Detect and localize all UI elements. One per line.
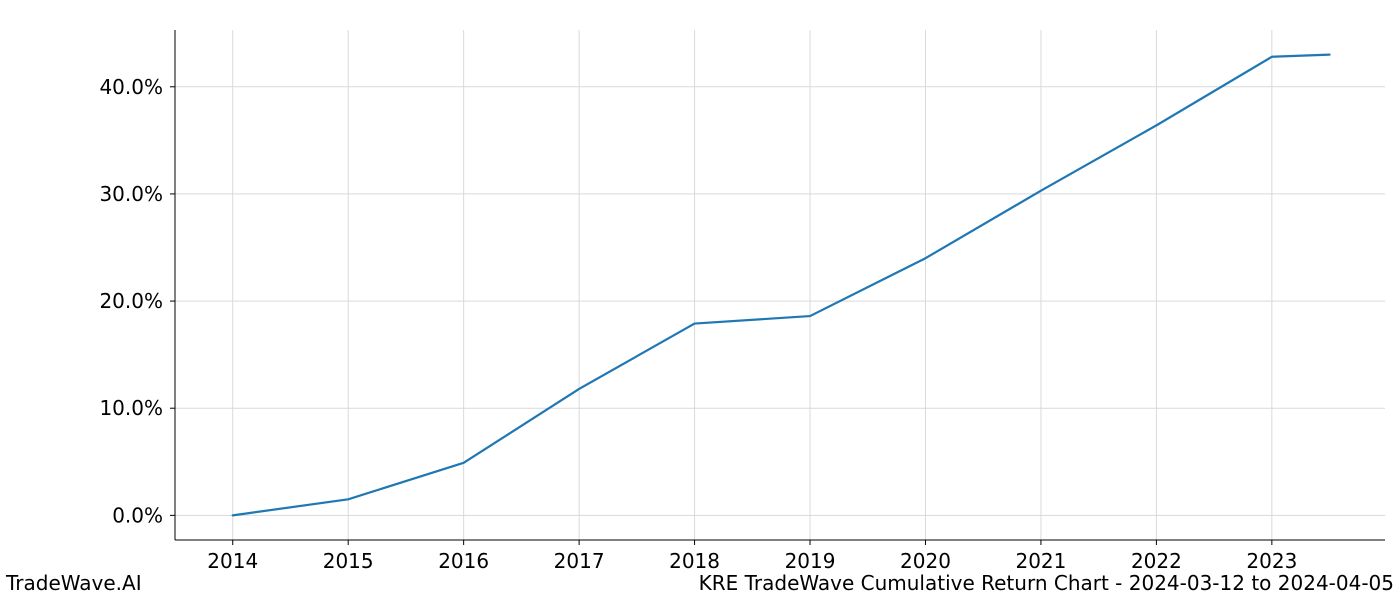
return-chart-svg: 2014201520162017201820192020202120222023… — [0, 0, 1400, 600]
y-tick-label: 40.0% — [99, 75, 163, 99]
chart-footer: TradeWave.AI KRE TradeWave Cumulative Re… — [0, 570, 1400, 600]
y-tick-label: 20.0% — [99, 289, 163, 313]
y-tick-label: 0.0% — [112, 503, 163, 527]
chart-container: 2014201520162017201820192020202120222023… — [0, 0, 1400, 600]
footer-right-caption: KRE TradeWave Cumulative Return Chart - … — [699, 571, 1394, 595]
y-tick-label: 30.0% — [99, 182, 163, 206]
footer-left-brand: TradeWave.AI — [6, 571, 142, 595]
y-tick-label: 10.0% — [99, 396, 163, 420]
